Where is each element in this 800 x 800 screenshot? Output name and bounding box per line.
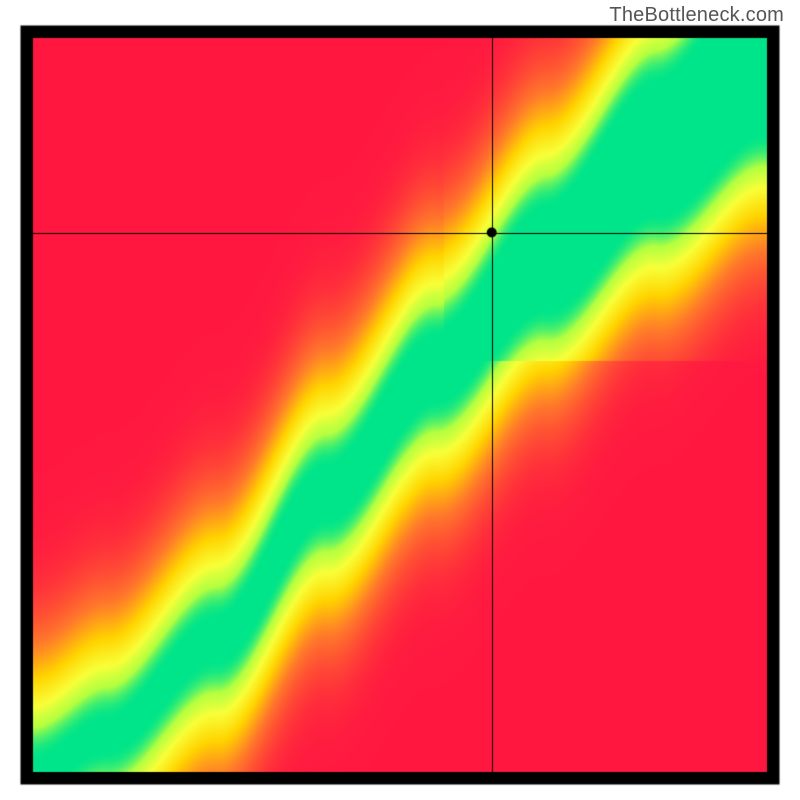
bottleneck-heatmap (0, 0, 800, 800)
chart-container: TheBottleneck.com (0, 0, 800, 800)
watermark-text: TheBottleneck.com (609, 4, 784, 27)
